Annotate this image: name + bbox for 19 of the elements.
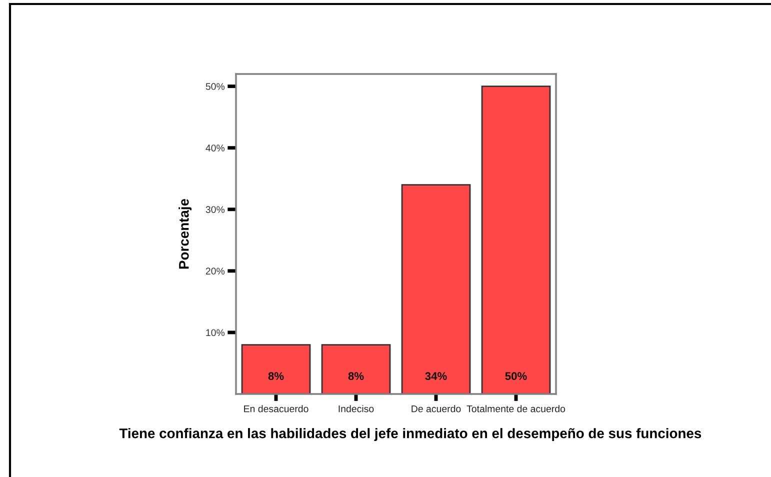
y-tick-label: 50% [206, 83, 225, 90]
data-label: 50% [505, 372, 527, 380]
bar [321, 344, 391, 394]
data-label: 8% [268, 372, 284, 380]
y-tick-label: 10% [206, 329, 225, 336]
x-tick-label: En desacuerdo [244, 405, 308, 412]
y-axis-title: Porcentaje [178, 198, 192, 269]
y-tick-label: 40% [206, 144, 225, 152]
x-axis-title: Tiene confianza en las habilidades del jefe inmediato en el desempeño de sus funciones [119, 428, 702, 442]
data-label: 8% [348, 372, 364, 380]
x-tick-label: De acuerdo [412, 405, 461, 412]
bar [401, 184, 471, 394]
bar [481, 86, 551, 394]
data-label: 34% [425, 372, 447, 380]
y-tick-label: 20% [206, 268, 225, 275]
x-tick-label: Indeciso [338, 405, 374, 412]
x-tick-label: Totalmente de acuerdo [466, 405, 566, 412]
bar [241, 344, 311, 394]
y-tick-label: 30% [206, 206, 225, 214]
